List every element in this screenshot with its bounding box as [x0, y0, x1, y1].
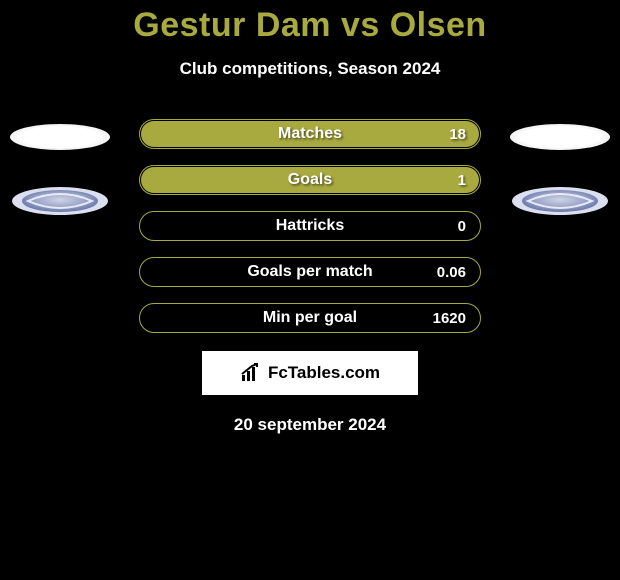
club-badge-left — [10, 186, 110, 216]
page-title: Gestur Dam vs Olsen — [0, 6, 620, 45]
club-badge-right — [510, 186, 610, 216]
stat-bar: Goals1 — [139, 165, 481, 195]
stat-bar-label: Goals per match — [140, 263, 480, 281]
stat-bar-label: Goals — [140, 171, 480, 189]
brand-text: FcTables.com — [268, 363, 380, 383]
left-badge-column — [10, 124, 110, 216]
stat-bar: Matches18 — [139, 119, 481, 149]
stat-bar: Hattricks0 — [139, 211, 481, 241]
right-badge-column — [510, 124, 610, 216]
date-text: 20 september 2024 — [0, 415, 620, 435]
stat-bar-value: 0 — [458, 218, 466, 235]
stat-bar: Min per goal1620 — [139, 303, 481, 333]
stat-bar-label: Hattricks — [140, 217, 480, 235]
brand-chart-icon — [240, 363, 262, 383]
stat-bars: Matches18 Goals1 Hattricks0 Goals per match… — [139, 119, 481, 333]
stat-bar-value: 18 — [449, 126, 466, 143]
stat-bar: Goals per match0.06 — [139, 257, 481, 287]
stat-bar-value: 1620 — [433, 310, 466, 327]
stat-bar-value: 1 — [458, 172, 466, 189]
stat-bar-label: Min per goal — [140, 309, 480, 327]
subtitle: Club competitions, Season 2024 — [0, 59, 620, 79]
player-badge-right — [510, 124, 610, 150]
stat-bar-value: 0.06 — [437, 264, 466, 281]
brand-box: FcTables.com — [202, 351, 418, 395]
stat-bar-label: Matches — [140, 125, 480, 143]
player-badge-left — [10, 124, 110, 150]
